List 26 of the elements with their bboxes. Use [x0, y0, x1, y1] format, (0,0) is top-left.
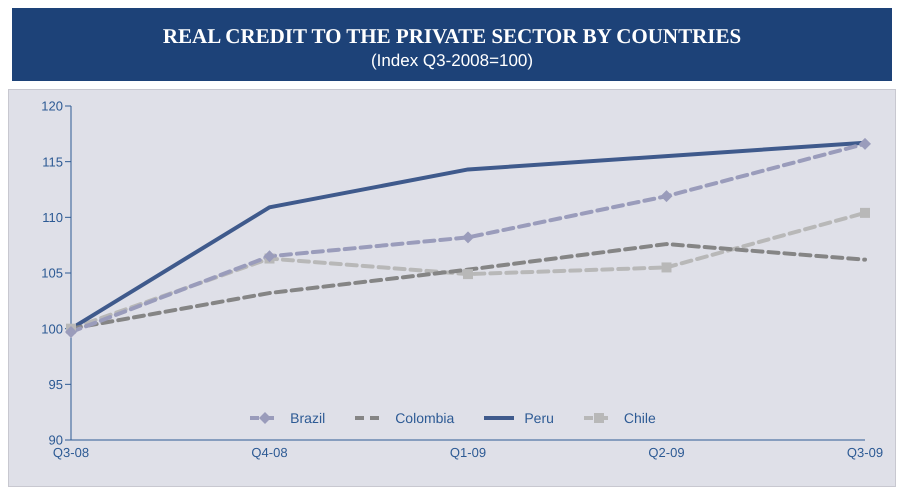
legend-label: Chile — [622, 410, 656, 426]
x-tick-label: Q2-09 — [648, 445, 685, 460]
y-tick-label: 110 — [42, 210, 63, 225]
legend-label: Peru — [523, 410, 554, 426]
legend-label: Brazil — [289, 410, 326, 426]
legend-label: Colombia — [394, 410, 454, 426]
x-tick-label: Q3-08 — [52, 445, 90, 460]
x-tick-label: Q4-08 — [251, 445, 288, 460]
chart-subtitle: (Index Q3-2008=100) — [370, 51, 534, 71]
point — [463, 269, 473, 280]
point — [65, 326, 77, 338]
point — [860, 208, 870, 218]
point — [662, 262, 672, 272]
x-tick-label: Q3-09 — [846, 445, 884, 460]
y-tick-label: 120 — [41, 98, 63, 114]
y-tick-label: 90 — [48, 432, 63, 448]
point — [859, 138, 871, 150]
y-tick-label: 115 — [42, 154, 63, 170]
y-tick-label: 100 — [41, 321, 63, 336]
point — [462, 231, 474, 244]
y-tick-label: 95 — [48, 376, 63, 392]
chart-title: REAL CREDIT TO THE PRIVATE SECTOR BY COUNTRIES — [162, 24, 742, 49]
point — [660, 190, 672, 202]
x-tick-label: Q1-09 — [450, 445, 486, 460]
y-tick-label: 105 — [41, 266, 63, 281]
point — [264, 250, 276, 262]
